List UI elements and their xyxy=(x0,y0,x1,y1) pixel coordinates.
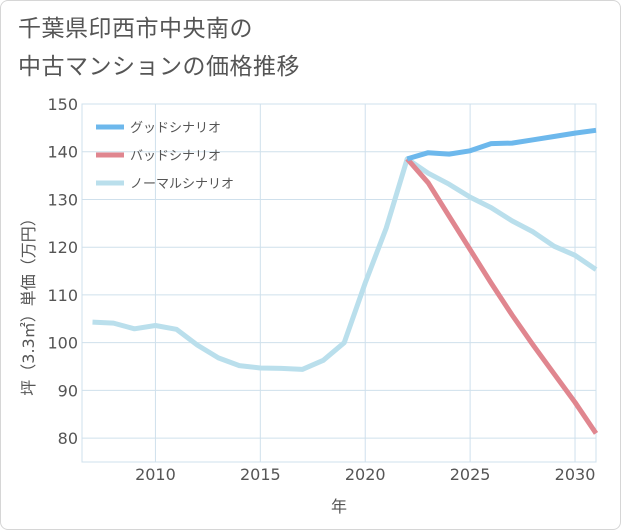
series-line-1 xyxy=(405,157,599,435)
grid-lines xyxy=(81,103,597,463)
x-tick-label: 2030 xyxy=(555,465,596,484)
y-tick-label: 140 xyxy=(47,143,78,162)
x-tick-label: 2020 xyxy=(345,465,386,484)
y-tick-label: 150 xyxy=(47,95,78,114)
chart-title-line-1: 千葉県印西市中央南の xyxy=(18,16,253,42)
y-tick-label: 90 xyxy=(58,381,78,400)
x-axis-title: 年 xyxy=(331,497,347,516)
series-line-0 xyxy=(406,127,597,162)
x-tick-label: 2010 xyxy=(135,465,176,484)
legend-label: ノーマルシナリオ xyxy=(130,177,234,192)
y-tick-label: 120 xyxy=(47,238,78,257)
series-layer xyxy=(92,127,599,435)
x-tick-label: 2015 xyxy=(240,465,281,484)
y-tick-label: 100 xyxy=(47,334,78,353)
legend-label: バッドシナリオ xyxy=(130,149,221,164)
y-tick-label: 130 xyxy=(47,190,78,209)
axis-ticks: 80 90 100 110 120 130 140 150 2010 2015 2020 2025 20… xyxy=(47,95,595,484)
legend-label: グッドシナリオ xyxy=(130,121,221,136)
y-tick-label: 80 xyxy=(58,429,78,448)
x-tick-label: 2025 xyxy=(450,465,491,484)
y-tick-label: 110 xyxy=(47,286,78,305)
series-line-2 xyxy=(92,156,598,372)
y-axis-title: 坪（3.3㎡）単価（万円） xyxy=(19,210,38,395)
chart-title-line-2: 中古マンションの価格推移 xyxy=(18,54,300,80)
plot-border xyxy=(81,103,597,463)
